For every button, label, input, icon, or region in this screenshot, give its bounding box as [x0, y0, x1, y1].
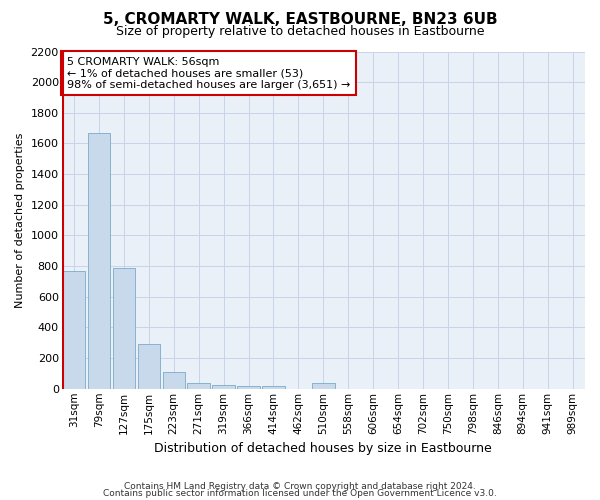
Bar	[187, 383, 210, 389]
Text: Contains HM Land Registry data © Crown copyright and database right 2024.: Contains HM Land Registry data © Crown c…	[124, 482, 476, 491]
Bar	[212, 385, 235, 389]
Bar	[238, 386, 260, 389]
Bar	[88, 132, 110, 389]
Bar	[63, 270, 85, 389]
Text: 5 CROMARTY WALK: 56sqm
← 1% of detached houses are smaller (53)
98% of semi-deta: 5 CROMARTY WALK: 56sqm ← 1% of detached …	[67, 56, 350, 90]
Bar	[312, 384, 335, 389]
Bar	[262, 386, 284, 389]
Bar	[137, 344, 160, 389]
X-axis label: Distribution of detached houses by size in Eastbourne: Distribution of detached houses by size …	[154, 442, 492, 455]
Text: 5, CROMARTY WALK, EASTBOURNE, BN23 6UB: 5, CROMARTY WALK, EASTBOURNE, BN23 6UB	[103, 12, 497, 28]
Y-axis label: Number of detached properties: Number of detached properties	[15, 132, 25, 308]
Text: Size of property relative to detached houses in Eastbourne: Size of property relative to detached ho…	[116, 25, 484, 38]
Text: Contains public sector information licensed under the Open Government Licence v3: Contains public sector information licen…	[103, 489, 497, 498]
Bar	[113, 268, 135, 389]
Bar	[163, 372, 185, 389]
